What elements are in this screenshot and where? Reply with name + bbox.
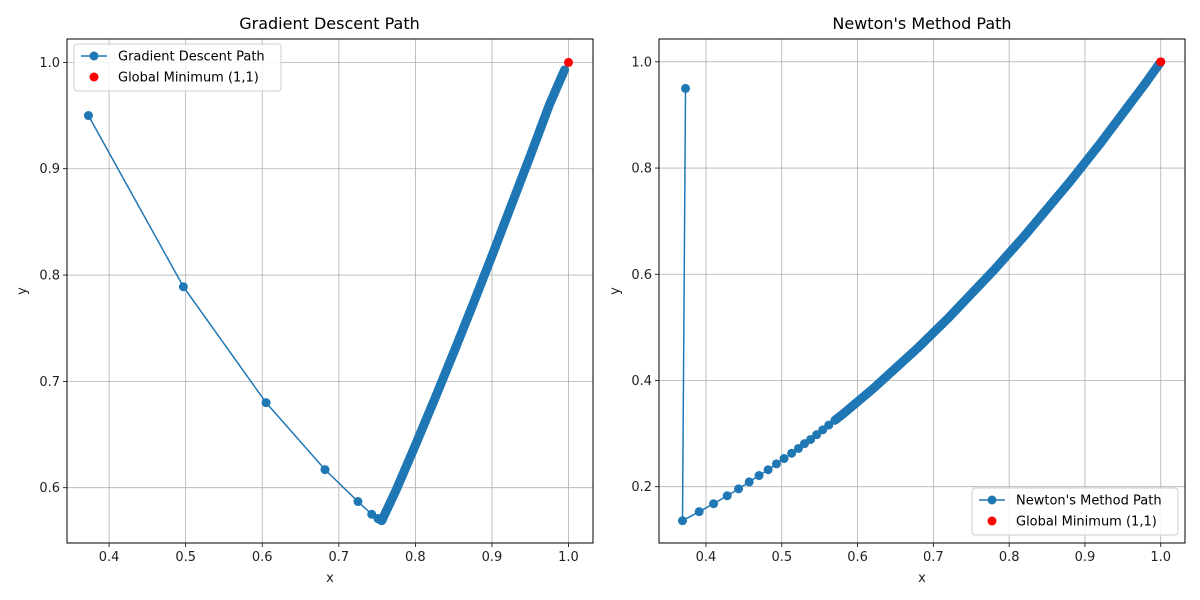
y-tick-label: 0.8 <box>631 162 652 177</box>
data-point <box>812 430 822 440</box>
y-axis-label: y <box>15 287 30 295</box>
legend-entry-path: Gradient Descent Path <box>118 50 265 65</box>
y-tick-label: 1.0 <box>39 56 60 71</box>
data-point <box>806 434 816 444</box>
x-tick-label: 0.9 <box>1075 550 1096 565</box>
data-point <box>694 507 704 517</box>
data-point <box>722 491 732 501</box>
x-tick-label: 0.8 <box>405 550 426 565</box>
data-point <box>560 65 570 75</box>
chart-gradient-descent: Gradient Descent Path 0.4 0.5 0.6 0.7 0.8 0.9… <box>15 14 594 586</box>
y-tick-label: 0.7 <box>39 375 60 390</box>
data-point <box>793 443 803 453</box>
data-point <box>779 454 789 464</box>
tick-labels: 0.4 0.5 0.6 0.7 0.8 0.9 1.0 0.6 0.7 0.8 0.9 1.0 <box>39 56 579 565</box>
grid <box>659 39 1185 543</box>
legend-marker-swatch <box>987 495 997 505</box>
data-point <box>353 497 363 507</box>
legend-minimum-swatch <box>89 72 99 82</box>
data-point <box>744 477 754 487</box>
grid <box>67 39 593 543</box>
data-point <box>787 448 797 458</box>
minimum-point <box>1156 57 1166 67</box>
y-tick-label: 0.4 <box>631 374 652 389</box>
y-tick-label: 0.2 <box>631 480 652 495</box>
x-tick-label: 0.6 <box>252 550 273 565</box>
data-point <box>763 465 773 475</box>
legend-minimum-swatch <box>987 516 997 526</box>
series-path <box>677 57 1166 526</box>
x-axis-label: x <box>918 571 926 586</box>
data-point <box>677 516 687 526</box>
legend-box <box>971 487 1179 536</box>
data-point <box>771 459 781 469</box>
global-minimum-marker <box>563 57 573 67</box>
legend-marker-swatch <box>89 51 99 61</box>
x-tick-label: 0.8 <box>999 550 1020 565</box>
minimum-point <box>563 57 573 67</box>
x-tick-label: 1.0 <box>558 550 579 565</box>
y-tick-label: 0.6 <box>631 268 652 283</box>
x-tick-label: 0.7 <box>923 550 944 565</box>
y-tick-label: 0.8 <box>39 269 60 284</box>
chart-title: Gradient Descent Path <box>239 14 420 33</box>
x-tick-label: 0.5 <box>175 550 196 565</box>
legend: Newton's Method Path Global Minimum (1,1… <box>971 487 1179 536</box>
x-axis-label: x <box>326 571 334 586</box>
legend-box <box>73 43 282 92</box>
legend-entry-minimum: Global Minimum (1,1) <box>1016 515 1157 530</box>
x-tick-label: 0.6 <box>847 550 868 565</box>
plot-frame <box>66 38 594 544</box>
data-point <box>709 499 719 509</box>
global-minimum-marker <box>1156 57 1166 67</box>
data-point <box>178 282 188 292</box>
plot-frame <box>658 38 1186 544</box>
series-path <box>83 65 570 526</box>
series-line <box>681 61 1162 522</box>
chart-newtons-method: Newton's Method Path 0.4 0.5 0.6 0.7 0.8 0.9 1… <box>608 14 1186 586</box>
x-tick-label: 0.5 <box>771 550 792 565</box>
data-point <box>681 83 691 93</box>
x-tick-label: 0.4 <box>99 550 120 565</box>
y-tick-label: 0.9 <box>39 162 60 177</box>
x-tick-label: 0.9 <box>482 550 503 565</box>
y-tick-label: 0.6 <box>39 481 60 496</box>
legend-entry-minimum: Global Minimum (1,1) <box>118 71 259 86</box>
data-point <box>261 398 271 408</box>
data-point <box>83 111 93 121</box>
x-tick-label: 0.7 <box>328 550 349 565</box>
y-axis-label: y <box>608 287 623 295</box>
x-tick-label: 0.4 <box>696 550 717 565</box>
data-point <box>734 484 744 494</box>
data-point <box>320 465 330 475</box>
tick-labels: 0.4 0.5 0.6 0.7 0.8 0.9 1.0 0.2 0.4 0.6 0.8 1.0 <box>631 55 1171 565</box>
data-point <box>754 471 764 481</box>
x-tick-label: 1.0 <box>1150 550 1171 565</box>
series-line <box>87 69 566 522</box>
data-point <box>824 420 834 430</box>
legend-entry-path: Newton's Method Path <box>1016 494 1162 509</box>
legend: Gradient Descent Path Global Minimum (1,… <box>73 43 282 92</box>
y-tick-label: 1.0 <box>631 55 652 70</box>
chart-title: Newton's Method Path <box>832 14 1011 33</box>
data-point <box>818 425 828 435</box>
